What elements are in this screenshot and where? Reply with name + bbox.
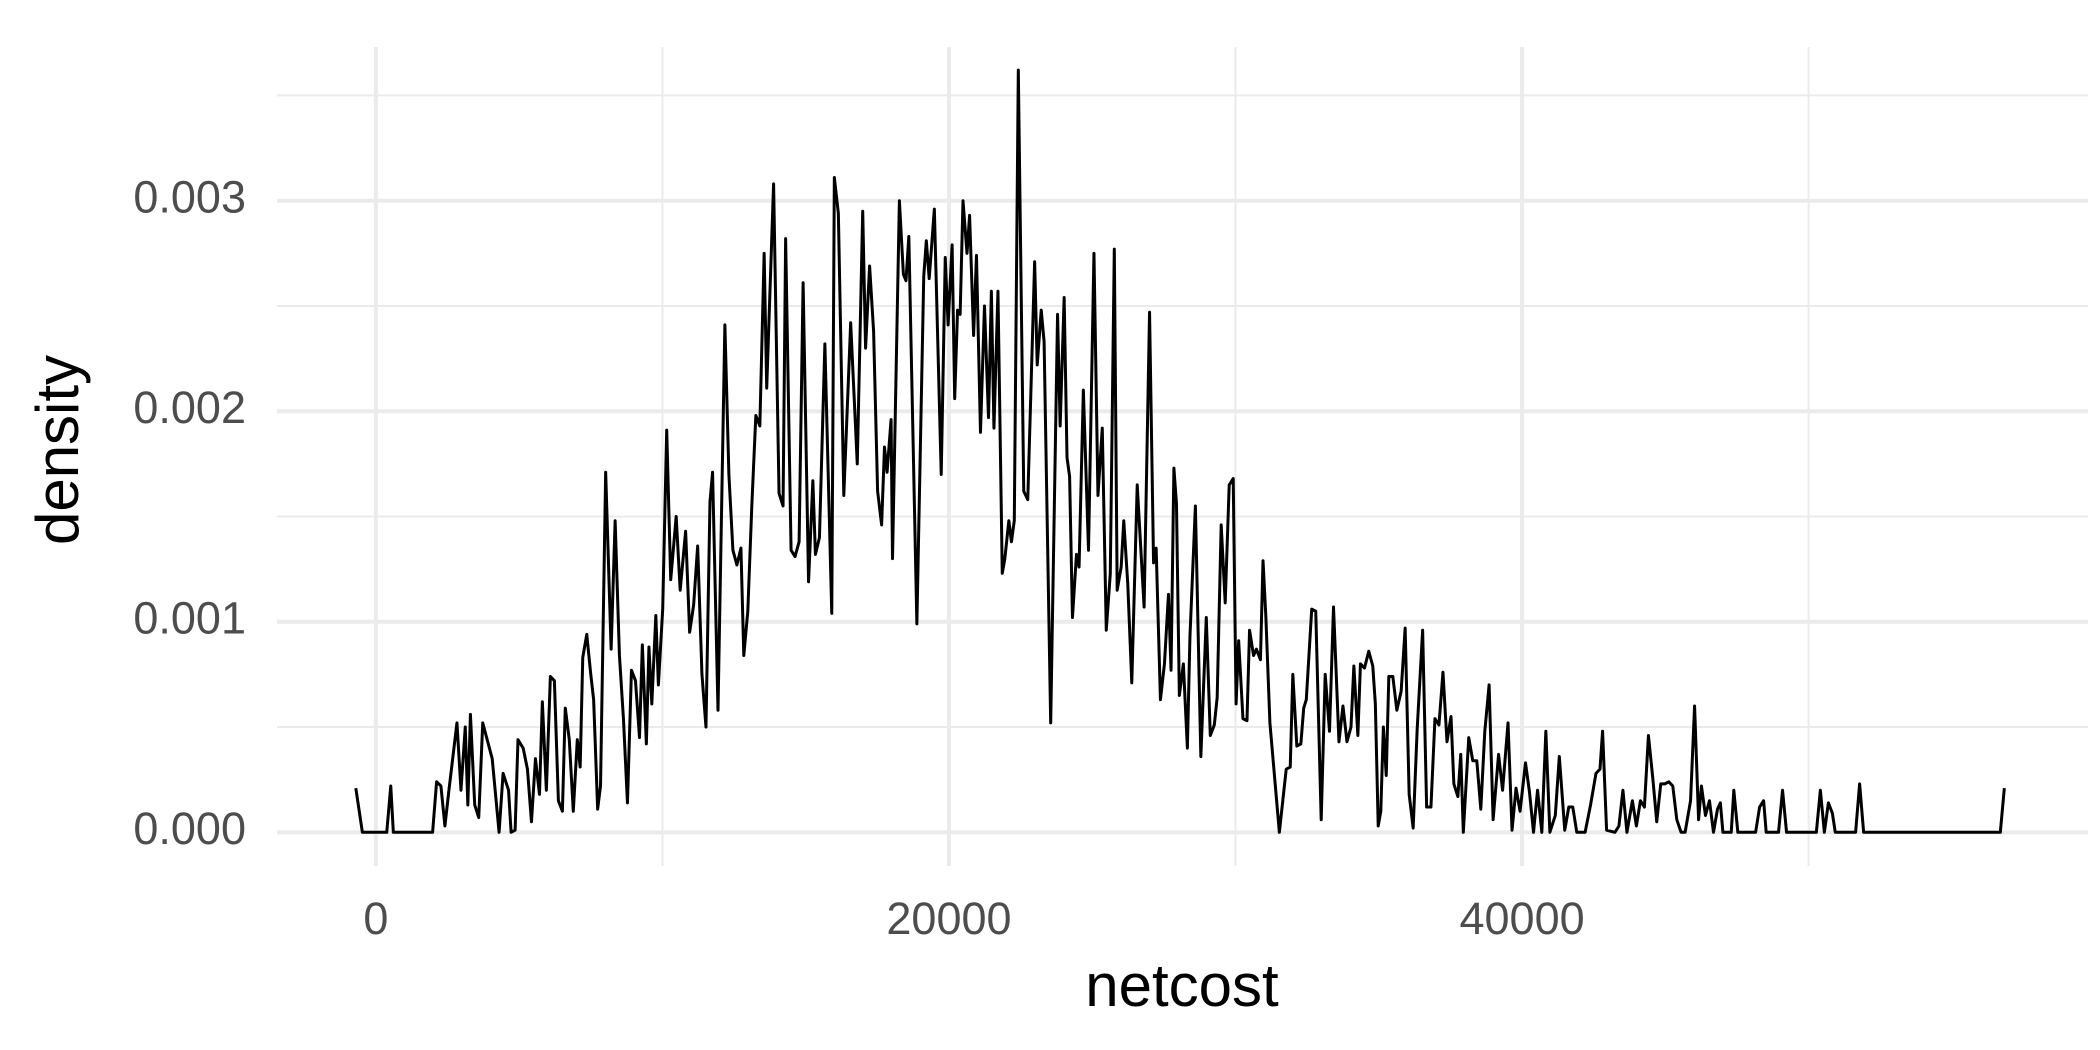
y-tick-label: 0.001 bbox=[133, 593, 246, 644]
y-tick-label: 0.003 bbox=[133, 172, 246, 223]
y-tick-label: 0.002 bbox=[133, 382, 246, 433]
x-tick-label: 0 bbox=[363, 893, 388, 944]
x-tick-label: 20000 bbox=[886, 893, 1011, 944]
grid bbox=[277, 47, 2088, 866]
y-tick-label: 0.000 bbox=[133, 803, 246, 854]
y-axis-title: density bbox=[24, 355, 91, 545]
x-axis-title: netcost bbox=[1085, 952, 1279, 1019]
x-tick-label: 40000 bbox=[1459, 893, 1584, 944]
density-line bbox=[354, 68, 2006, 834]
